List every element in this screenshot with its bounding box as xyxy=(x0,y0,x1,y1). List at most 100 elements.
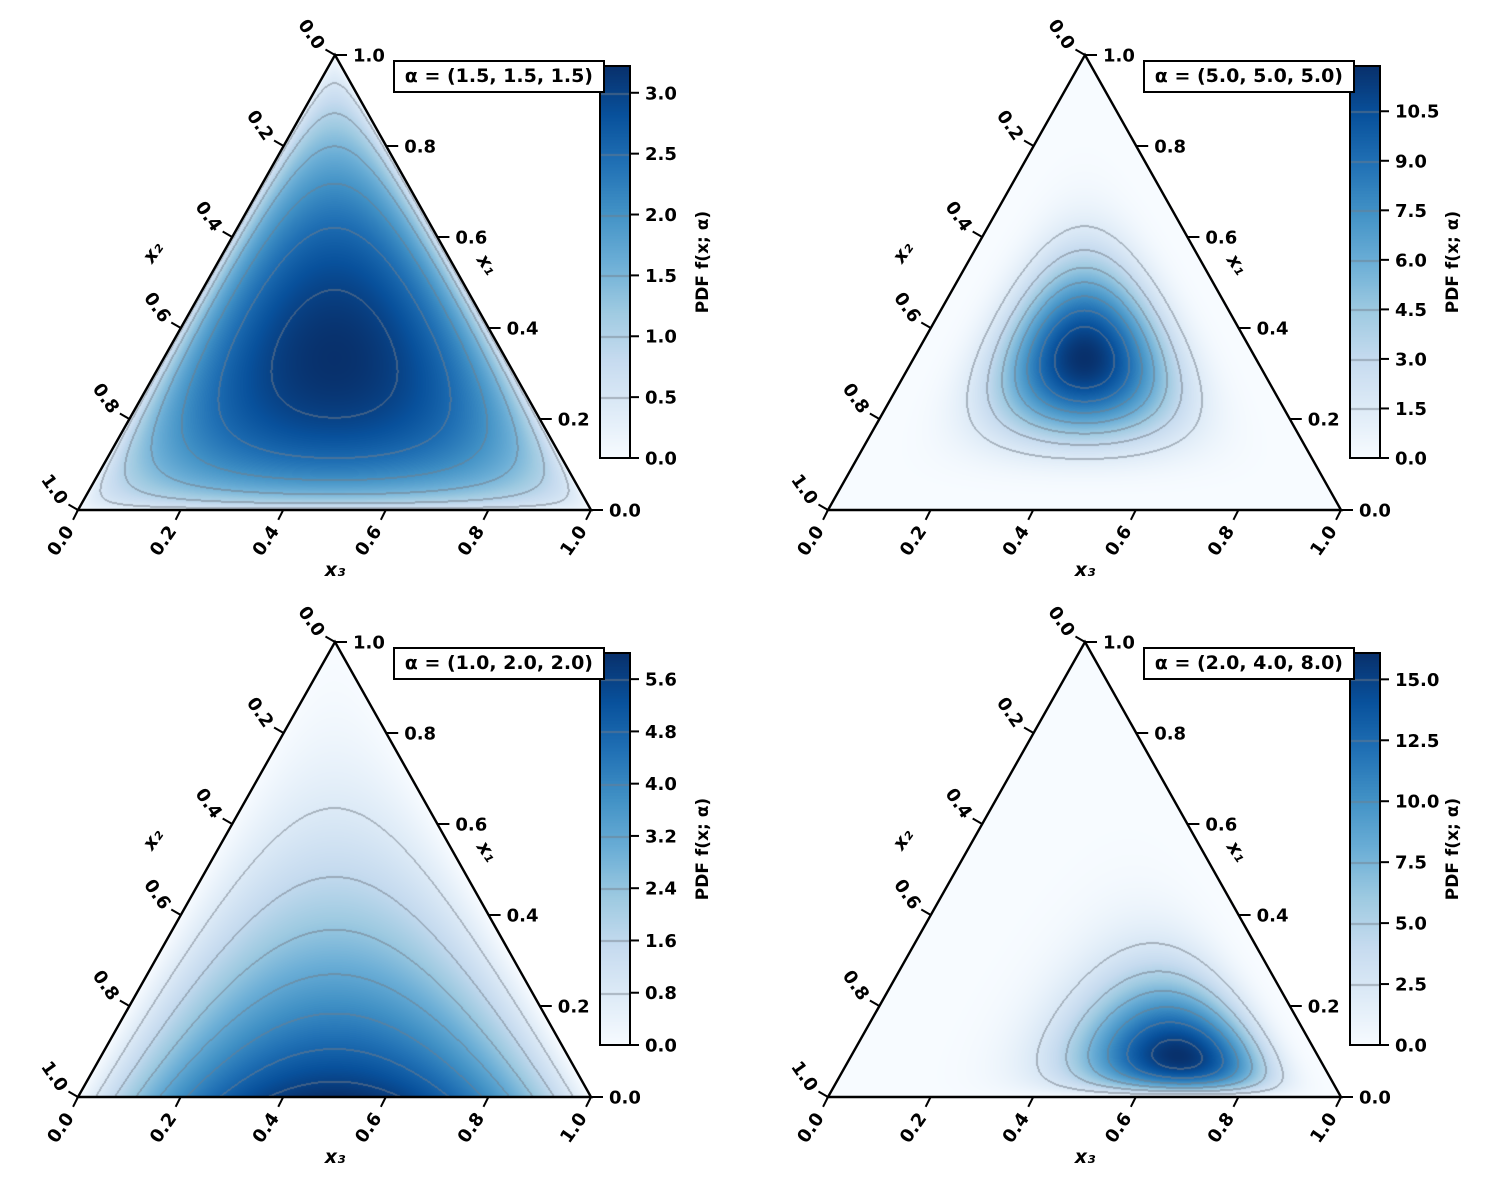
bottom-axis-tick xyxy=(72,509,79,521)
bottom-axis-tick-label: 0.2 xyxy=(896,1109,931,1147)
left-axis-tick xyxy=(222,817,233,825)
colorbar-tick-label: 1.0 xyxy=(645,327,677,348)
left-axis-tick xyxy=(920,908,932,916)
bottom-axis-tick xyxy=(174,1096,182,1108)
bottom-axis-tick xyxy=(1335,1096,1342,1108)
left-axis-tick xyxy=(273,139,285,147)
bottom-axis-tick-label: 0.2 xyxy=(146,1109,181,1147)
left-axis-tick-label: 0.8 xyxy=(88,966,123,1004)
colorbar-tick-label: 1.5 xyxy=(645,266,677,287)
left-axis-tick xyxy=(273,726,285,734)
bottom-axis-tick-label: 0.6 xyxy=(351,1109,386,1147)
bottom-axis-tick xyxy=(585,1096,592,1108)
colorbar-tick-label: 0.0 xyxy=(645,1035,677,1056)
legend-box: α = (1.5, 1.5, 1.5) xyxy=(392,60,605,93)
contour-surface xyxy=(78,55,591,510)
left-axis-tick-label: 0.2 xyxy=(242,693,277,731)
colorbar-tick-label: 4.5 xyxy=(1395,300,1427,321)
left-axis-tick xyxy=(972,817,983,825)
bottom-axis-tick xyxy=(482,1096,490,1108)
right-axis-tick-label: 1.0 xyxy=(1103,45,1135,66)
right-axis-tick-label: 0.8 xyxy=(1154,136,1186,157)
colorbar-frame xyxy=(599,652,631,1046)
colorbar-tick-label: 0.0 xyxy=(1395,448,1427,469)
left-axis-tick xyxy=(817,503,829,511)
right-axis-tick-label: 0.4 xyxy=(507,905,539,926)
left-axis-tick-label: 0.6 xyxy=(889,875,924,913)
bottom-axis-tick xyxy=(1232,509,1240,521)
left-axis-tick xyxy=(324,635,336,643)
left-axis-tick xyxy=(1023,139,1035,147)
right-axis-tick-label: 0.0 xyxy=(1359,1087,1391,1108)
bottom-axis-tick-label: 0.6 xyxy=(351,522,386,560)
bottom-axis-tick xyxy=(1232,1096,1240,1108)
bottom-axis-tick-label: 0.0 xyxy=(793,522,828,560)
bottom-axis-tick xyxy=(1129,1096,1137,1108)
axes-overlay: 0.0 0.0 0.0 0.2 0.2 0.2 0.4 0.4 0.4 0.6 0.6 0.6 0.8 0… xyxy=(786,602,1463,1168)
right-axis-tick-label: 0.6 xyxy=(1205,814,1237,835)
left-axis-tick-label: 0.6 xyxy=(139,288,174,326)
bottom-axis-tick-label: 0.2 xyxy=(146,522,181,560)
colorbar-tick-label: 6.0 xyxy=(1395,250,1427,271)
right-axis-tick-label: 0.2 xyxy=(558,996,590,1017)
triangle-frame xyxy=(75,639,594,1099)
left-axis-title: x₂ xyxy=(138,237,169,268)
right-axis-tick-label: 0.2 xyxy=(558,409,590,430)
left-axis-tick-label: 0.4 xyxy=(191,784,226,822)
legend-label: α = (5.0, 5.0, 5.0) xyxy=(1154,65,1343,87)
right-axis-title: x₁ xyxy=(1221,249,1251,279)
right-axis-title: x₁ xyxy=(471,249,501,279)
left-axis-tick-label: 0.8 xyxy=(88,379,123,417)
colorbar-tick-label: 2.0 xyxy=(645,205,677,226)
right-axis-tick-label: 1.0 xyxy=(1103,632,1135,653)
legend-label: α = (2.0, 4.0, 8.0) xyxy=(1154,652,1343,674)
bottom-axis-tick xyxy=(924,1096,932,1108)
right-axis-tick-label: 1.0 xyxy=(353,45,385,66)
bottom-axis-tick xyxy=(277,1096,285,1108)
bottom-axis-title: x₃ xyxy=(324,1146,346,1168)
bottom-axis-tick xyxy=(174,509,182,521)
colorbar-tick-label: 3.0 xyxy=(1395,349,1427,370)
bottom-axis-tick-label: 0.4 xyxy=(998,1109,1033,1147)
colorbar-tick-label: 3.0 xyxy=(645,83,677,104)
right-axis-tick-label: 0.0 xyxy=(609,500,641,521)
colorbar-tick-label: 9.0 xyxy=(1395,151,1427,172)
right-axis-tick-label: 0.8 xyxy=(1154,723,1186,744)
bottom-axis-tick xyxy=(482,509,490,521)
right-axis-tick-label: 0.2 xyxy=(1308,996,1340,1017)
left-axis-tick-label: 0.6 xyxy=(889,288,924,326)
left-axis-tick xyxy=(119,999,130,1007)
right-axis-tick-label: 0.4 xyxy=(1257,318,1289,339)
left-axis-tick-label: 0.8 xyxy=(838,379,873,417)
left-axis-title: x₂ xyxy=(888,824,919,855)
colorbar-tick-label: 12.5 xyxy=(1395,731,1439,752)
right-axis-tick-label: 0.4 xyxy=(507,318,539,339)
left-axis-tick xyxy=(920,321,932,329)
right-axis-tick-label: 0.4 xyxy=(1257,905,1289,926)
bottom-axis-tick-label: 0.4 xyxy=(998,522,1033,560)
left-axis-tick xyxy=(67,503,79,511)
bottom-axis-tick-label: 1.0 xyxy=(556,522,591,560)
legend-label: α = (1.0, 2.0, 2.0) xyxy=(404,652,593,674)
colorbar-title: PDF f(x; α) xyxy=(693,798,713,900)
right-axis-tick-label: 0.8 xyxy=(404,136,436,157)
contour-surface xyxy=(828,642,1341,1097)
right-axis-tick-label: 0.8 xyxy=(404,723,436,744)
legend-label: α = (1.5, 1.5, 1.5) xyxy=(404,65,593,87)
left-axis-tick-label: 1.0 xyxy=(36,470,71,508)
bottom-axis-tick xyxy=(379,509,387,521)
left-axis-title: x₂ xyxy=(888,237,919,268)
colorbar-tick-label: 10.0 xyxy=(1395,792,1439,813)
bottom-axis-tick-label: 0.4 xyxy=(248,1109,283,1147)
bottom-axis-tick-label: 0.0 xyxy=(43,1109,78,1147)
bottom-axis-title: x₃ xyxy=(324,559,346,581)
left-axis-tick xyxy=(972,230,983,238)
colorbar-frame xyxy=(599,65,631,459)
axes-overlay: 0.0 0.0 0.0 0.2 0.2 0.2 0.4 0.4 0.4 0.6 0.6 0.6 0.8 0… xyxy=(36,15,713,581)
bottom-axis-tick xyxy=(585,509,592,521)
left-axis-tick-label: 0.0 xyxy=(293,15,328,53)
bottom-axis-tick xyxy=(1027,1096,1035,1108)
colorbar-tick-label: 7.5 xyxy=(1395,201,1427,222)
left-axis-tick xyxy=(1074,635,1086,643)
left-axis-tick xyxy=(119,412,130,420)
